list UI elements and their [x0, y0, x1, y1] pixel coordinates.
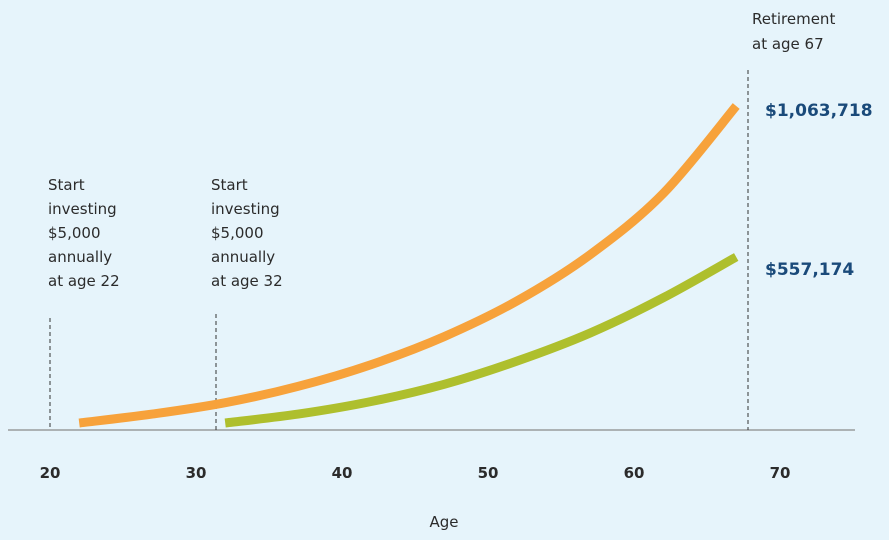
- x-tick-label: 50: [478, 464, 499, 482]
- x-tick-label: 60: [624, 464, 645, 482]
- value-label-start-32: $557,174: [765, 260, 854, 280]
- annotation-retirement-line-1: Retirement: [752, 10, 835, 28]
- annotation-start-32-line-2: investing: [211, 200, 280, 218]
- value-label-start-22: $1,063,718: [765, 101, 873, 121]
- annotation-start-22-line-4: annually: [48, 248, 112, 266]
- annotation-start-22-line-1: Start: [48, 176, 85, 194]
- x-tick-label: 30: [186, 464, 207, 482]
- annotation-start-32-line-5: at age 32: [211, 272, 283, 290]
- annotation-start-22: Start investing $5,000 annually at age 2…: [48, 176, 121, 290]
- annotation-start-22-line-2: investing: [48, 200, 117, 218]
- x-axis-label: Age: [429, 513, 458, 531]
- x-tick-label: 20: [40, 464, 61, 482]
- annotation-start-22-line-5: at age 22: [48, 272, 120, 290]
- series-line-start-age-32: [224, 253, 739, 428]
- annotation-start-32-line-3: $5,000: [211, 224, 264, 242]
- x-tick-label: 40: [332, 464, 353, 482]
- annotation-start-32: Start investing $5,000 annually at age 3…: [211, 176, 284, 290]
- annotation-retirement-line-2: at age 67: [752, 35, 824, 53]
- annotation-start-22-line-3: $5,000: [48, 224, 101, 242]
- annotation-start-32-line-1: Start: [211, 176, 248, 194]
- annotation-start-32-line-4: annually: [211, 248, 275, 266]
- series-line-start-age-22: [78, 103, 740, 428]
- annotation-retirement: Retirement at age 67: [752, 10, 840, 53]
- x-tick-label: 70: [770, 464, 791, 482]
